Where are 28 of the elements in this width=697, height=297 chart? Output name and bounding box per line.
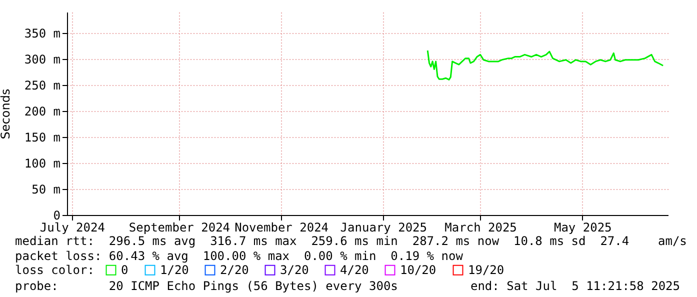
legend-label: 1/20 bbox=[160, 263, 189, 278]
legend-label: 3/20 bbox=[280, 263, 309, 278]
x-tick-label: November 2024 bbox=[234, 220, 329, 234]
y-tick-label: 150 m bbox=[24, 130, 60, 144]
y-tick-label: 200 m bbox=[24, 104, 60, 118]
legend-label: 4/20 bbox=[340, 263, 369, 278]
y-tick-label: 350 m bbox=[24, 26, 60, 40]
x-tick-label: September 2024 bbox=[128, 220, 230, 234]
y-tick-label: 250 m bbox=[24, 78, 60, 92]
x-tick-label: July 2024 bbox=[40, 220, 105, 234]
text: probe: 20 ICMP Echo Pings (56 Bytes) every 300s bbox=[15, 279, 398, 293]
y-tick-label: 50 m bbox=[32, 182, 60, 196]
legend-title: loss color: bbox=[15, 263, 94, 277]
legend-label: 2/20 bbox=[220, 263, 249, 278]
text: packet loss: 60.43 % avg 100.00 % max 0.00 % min 0.19 % now bbox=[15, 249, 464, 263]
y-axis-title: Seconds bbox=[0, 88, 12, 140]
line-series bbox=[426, 50, 664, 80]
legend-label: 10/20 bbox=[400, 263, 436, 278]
x-tick-label: May 2025 bbox=[554, 220, 612, 234]
x-tick-label: March 2025 bbox=[444, 220, 517, 234]
legend-label: 19/20 bbox=[468, 263, 504, 278]
y-tick-label: 100 m bbox=[24, 156, 60, 170]
y-tick-label: 300 m bbox=[24, 52, 60, 66]
text: median rtt: 296.5 ms avg 316.7 ms max 259.6 ms min 287.2 ms now 10.8 ms sd 27.4 am/s bbox=[15, 234, 687, 248]
y-tick-label: 0 bbox=[53, 208, 60, 222]
legend-label: 0 bbox=[121, 263, 128, 278]
x-tick-label: January 2025 bbox=[340, 220, 427, 234]
text: end: Sat Jul 5 11:21:58 2025 bbox=[470, 279, 680, 293]
